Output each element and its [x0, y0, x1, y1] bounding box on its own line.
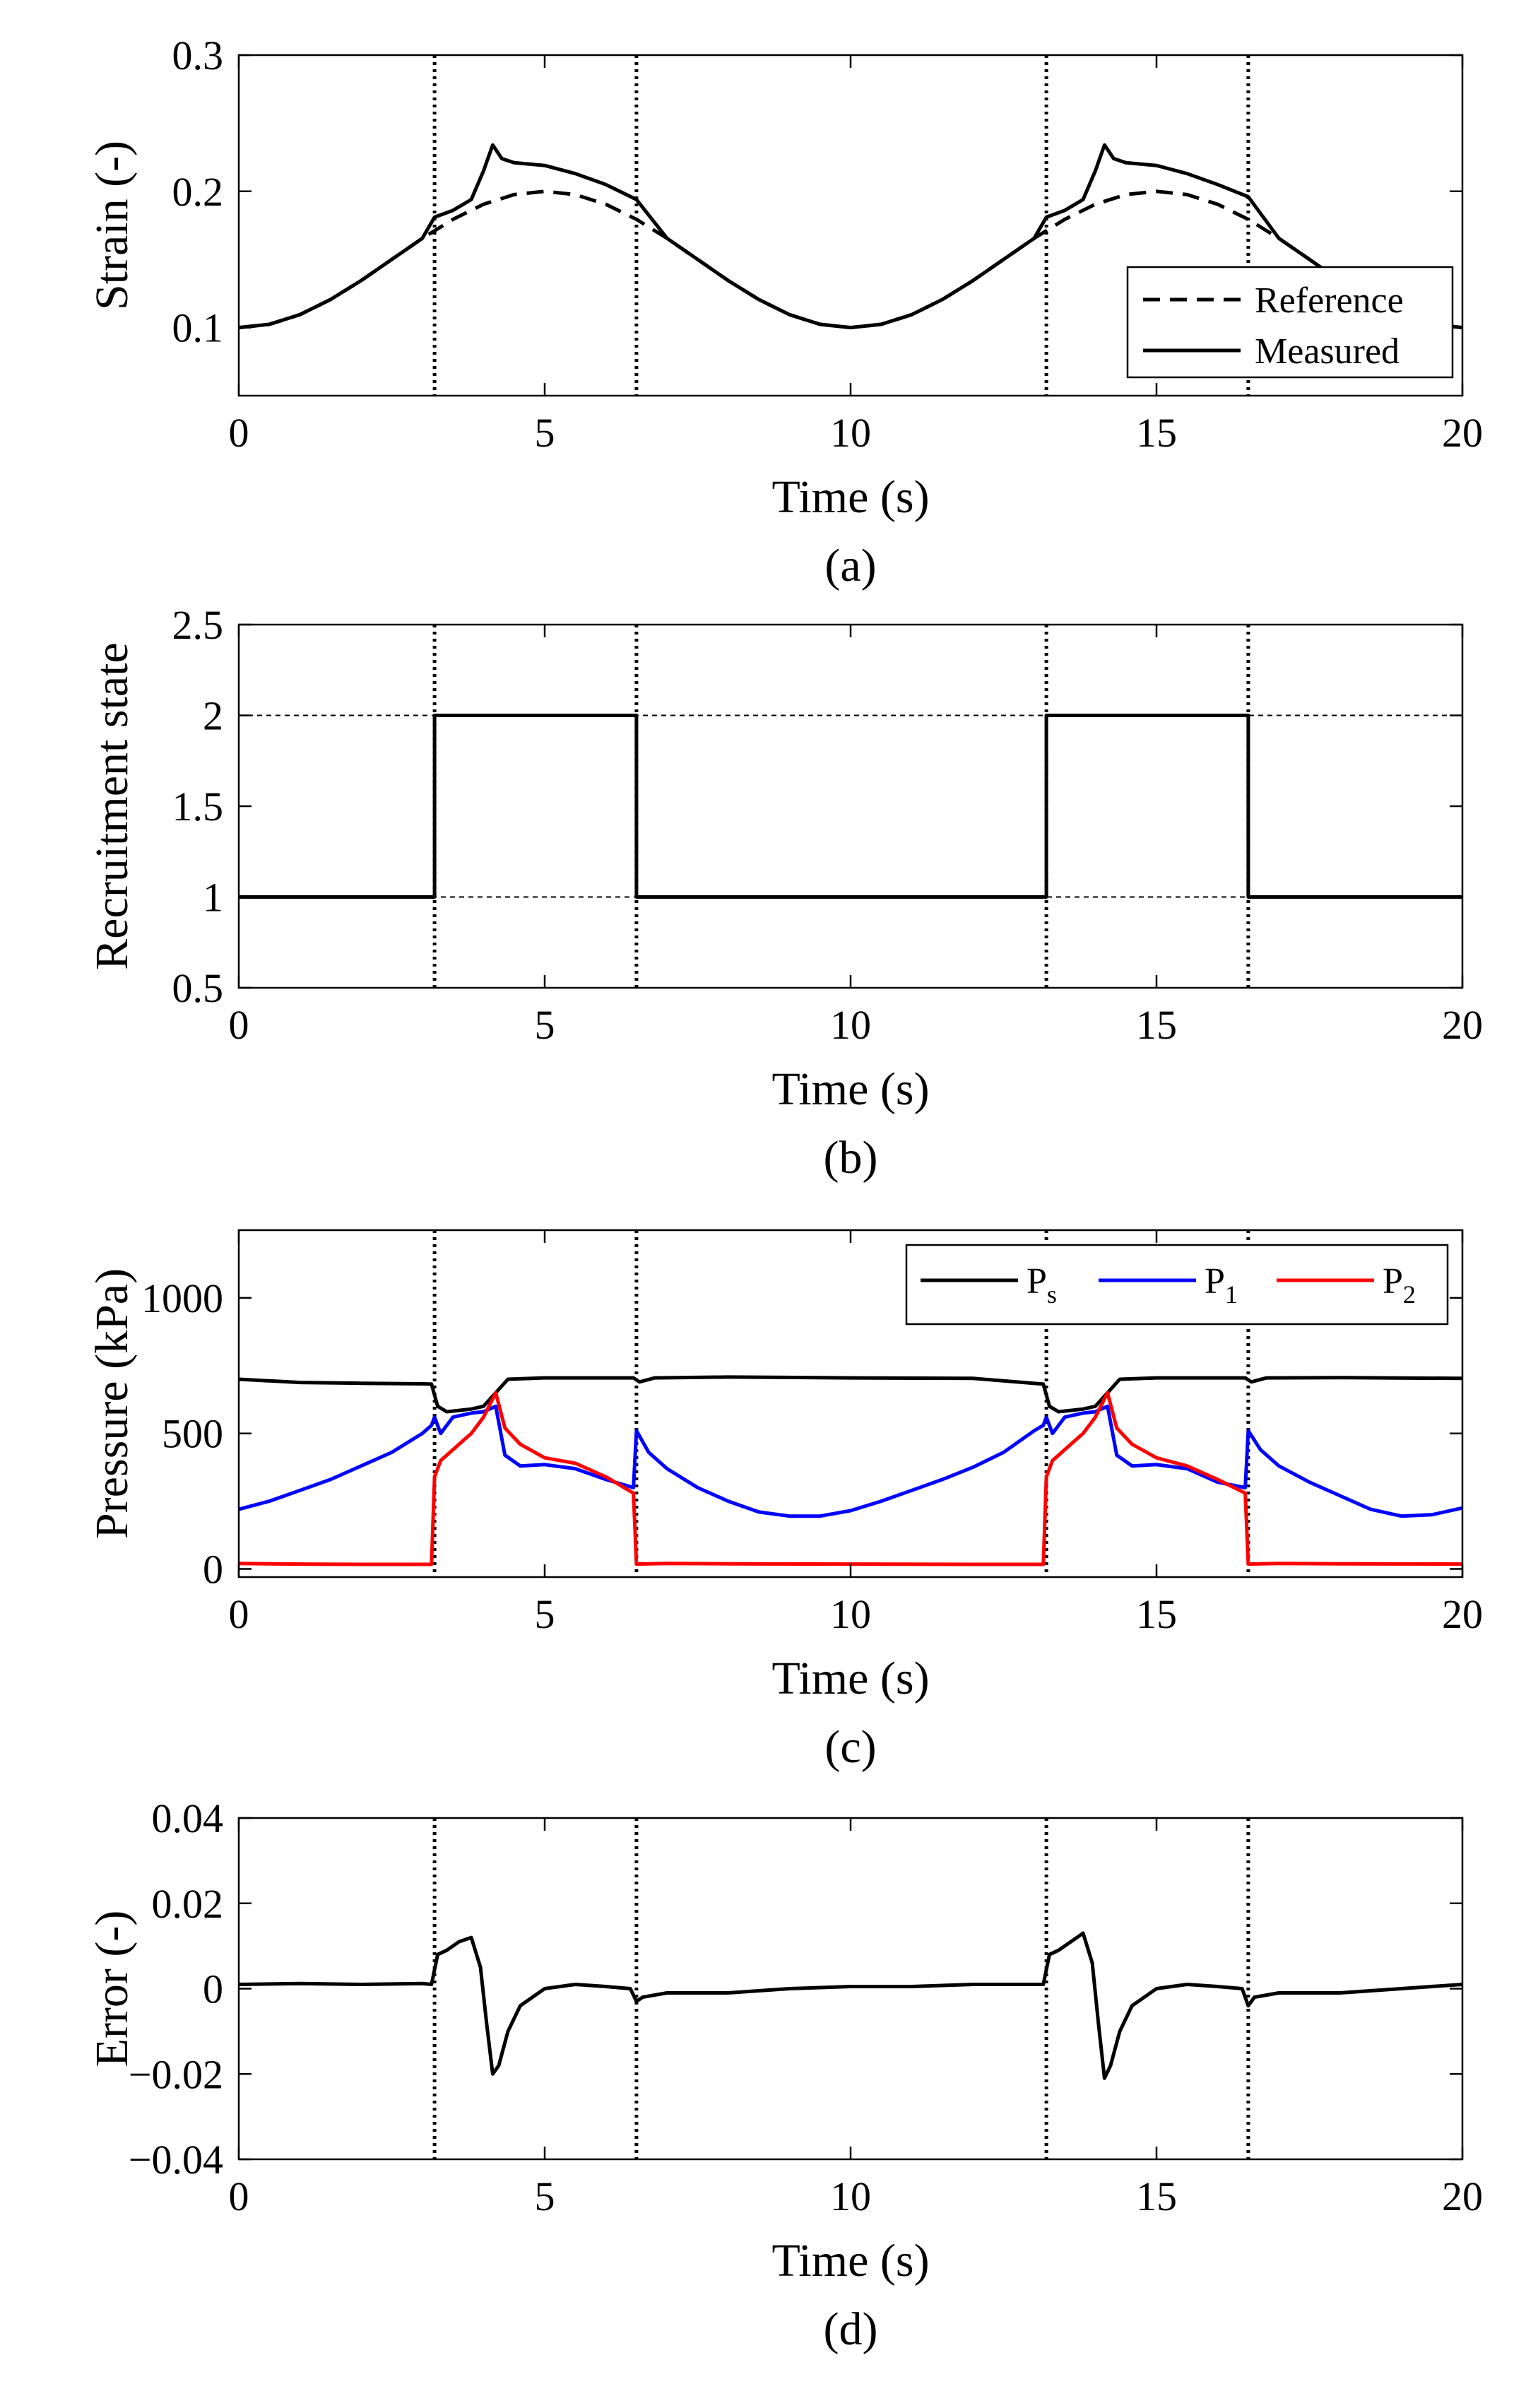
series-line-ps — [239, 1375, 1462, 1414]
y-tick-label: 0.3 — [172, 33, 224, 78]
x-tick-label: 10 — [830, 2173, 871, 2219]
legend-box — [905, 1244, 1449, 1326]
panel-1: 0 5 10 15 20 0.1 0.2 0.3 Time (s) Strain (-) (a) Re… — [86, 33, 1483, 591]
y-tick-label: 1.5 — [172, 784, 224, 830]
series-line-p2 — [239, 1391, 1462, 1566]
panel-2: 0 5 10 15 20 0.5 1 1.5 2 2.5 Time (s) Recruitment s… — [86, 602, 1483, 1184]
x-axis-label: Time (s) — [771, 1653, 929, 1704]
legend-entry: P1 — [1205, 1261, 1238, 1309]
legend-entry: P2 — [1383, 1261, 1416, 1309]
panel-label: (d) — [824, 2303, 878, 2355]
y-tick-label: 1 — [203, 875, 223, 921]
y-axis-label: Error (-) — [86, 1911, 138, 2067]
x-axis-label: Time (s) — [771, 2235, 929, 2286]
x-tick-label: 15 — [1136, 1002, 1177, 1048]
x-tick-label: 5 — [535, 1002, 555, 1048]
legend-entry: Measured — [1255, 331, 1400, 372]
y-tick-label: 0 — [203, 1546, 223, 1592]
panel-3: 0 5 10 15 20 0 500 1000 Time (s) Pressure (kPa) (c… — [86, 1229, 1483, 1773]
panel-label: (b) — [824, 1132, 878, 1184]
y-tick-label: 1000 — [141, 1275, 223, 1321]
y-tick-label: 2 — [203, 693, 223, 739]
y-tick-label: −0.02 — [129, 2051, 223, 2097]
x-tick-label: 15 — [1136, 1591, 1177, 1637]
panel-4: 0 5 10 15 20 −0.04 −0.02 0 0.02 0.04 Time (s) Error… — [86, 1795, 1483, 2355]
series-line-error — [239, 1931, 1462, 2080]
y-tick-label: 0.1 — [172, 305, 224, 351]
x-tick-label: 0 — [229, 1591, 249, 1637]
y-tick-label: 0.04 — [152, 1795, 224, 1841]
x-tick-label: 10 — [830, 1591, 871, 1637]
x-tick-label: 5 — [535, 410, 555, 456]
y-tick-label: 0 — [203, 1966, 223, 2012]
legend: Reference Measured — [1126, 266, 1454, 379]
x-tick-label: 0 — [229, 1002, 249, 1048]
legend-entry: Reference — [1255, 281, 1404, 321]
legend-entry: Ps — [1027, 1261, 1057, 1309]
x-tick-label: 10 — [830, 1002, 871, 1048]
y-axis-label: Pressure (kPa) — [86, 1268, 138, 1539]
legend-box — [1126, 266, 1454, 379]
y-tick-label: 500 — [162, 1411, 223, 1457]
y-tick-label: 0.02 — [152, 1881, 224, 1927]
axes-frame — [237, 623, 1464, 989]
x-tick-label: 20 — [1442, 1002, 1483, 1048]
x-tick-label: 0 — [229, 410, 249, 456]
x-tick-label: 20 — [1442, 2173, 1483, 2219]
x-tick-label: 20 — [1442, 410, 1483, 456]
y-axis-label: Strain (-) — [86, 141, 138, 310]
panel-label: (c) — [824, 1721, 876, 1773]
x-axis-label: Time (s) — [771, 1063, 929, 1115]
axes-frame — [237, 1817, 1464, 2161]
legend: Ps P1 P2 — [905, 1244, 1449, 1326]
x-tick-label: 15 — [1136, 410, 1177, 456]
panel-label: (a) — [824, 540, 876, 591]
y-tick-label: −0.04 — [129, 2137, 223, 2183]
x-tick-label: 10 — [830, 410, 871, 456]
x-tick-label: 5 — [535, 1591, 555, 1637]
y-tick-label: 0.5 — [172, 965, 224, 1011]
y-tick-label: 2.5 — [172, 602, 224, 648]
y-axis-label: Recruitment state — [86, 642, 138, 970]
x-tick-label: 15 — [1136, 2173, 1177, 2219]
x-tick-label: 0 — [229, 2173, 249, 2219]
y-tick-label: 0.2 — [172, 169, 224, 215]
x-tick-label: 5 — [535, 2173, 555, 2219]
series-line-p1 — [239, 1404, 1462, 1518]
x-axis-label: Time (s) — [771, 471, 929, 523]
x-tick-label: 20 — [1442, 1591, 1483, 1637]
series-line-measured — [239, 143, 1462, 330]
series-line-recruitment-state — [239, 714, 1462, 899]
